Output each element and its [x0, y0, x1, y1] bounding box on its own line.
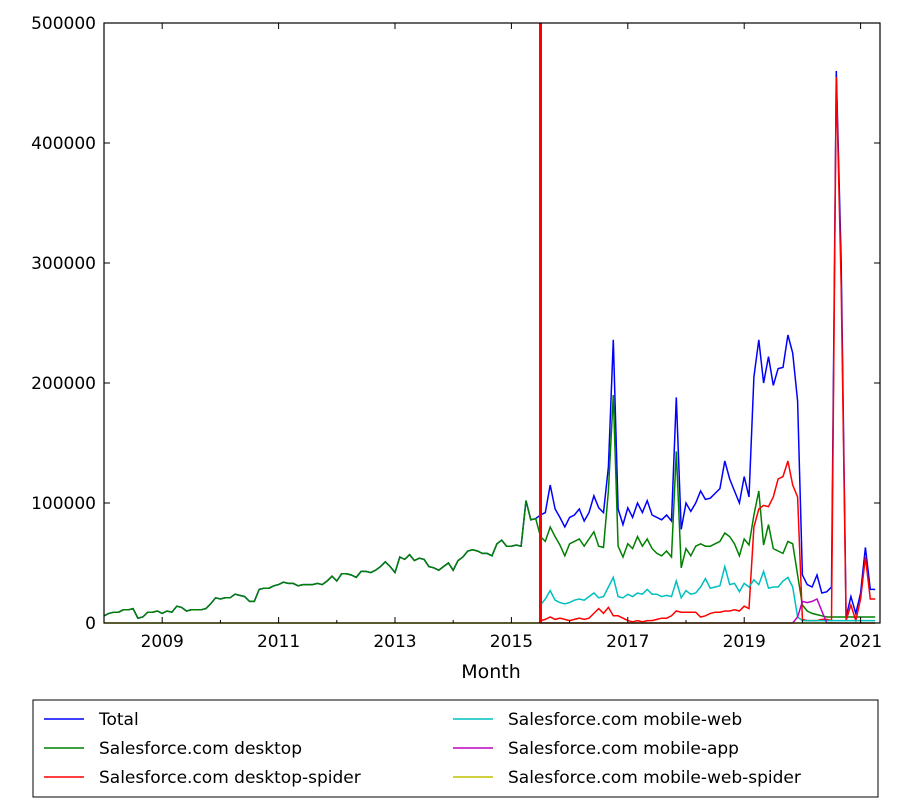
series-line-0 — [103, 70, 876, 620]
x-axis-label: Month — [461, 661, 521, 683]
legend-label-5: Salesforce.com mobile-web-spider — [508, 768, 801, 788]
series-line-4 — [540, 597, 876, 624]
legend-label-3: Salesforce.com mobile-web — [508, 710, 742, 730]
x-tick-label: 2015 — [490, 632, 533, 652]
y-tick-label: 400000 — [31, 134, 96, 154]
y-tick-label: 300000 — [31, 254, 96, 274]
legend-label-2: Salesforce.com desktop-spider — [99, 768, 361, 788]
legend-label-1: Salesforce.com desktop — [99, 739, 302, 759]
x-tick-label: 2017 — [606, 632, 649, 652]
x-tick-label: 2009 — [141, 632, 184, 652]
x-tick-label: 2011 — [257, 632, 300, 652]
y-tick-label: 200000 — [31, 374, 96, 394]
legend-label-4: Salesforce.com mobile-app — [508, 739, 739, 759]
axis-ticks: 2009 2011 2013 2015 2017 2019 2021 0 100000 20000… — [31, 14, 882, 652]
legend-label-0: Total — [98, 710, 139, 730]
y-tick-label: 500000 — [31, 14, 96, 34]
series-line-1 — [103, 394, 876, 620]
series-line-3 — [539, 563, 876, 622]
series-lines — [103, 70, 876, 624]
y-tick-label: 0 — [85, 614, 96, 634]
plot-frame — [103, 22, 881, 624]
series-line-2 — [540, 76, 876, 624]
x-tick-label: 2013 — [373, 632, 416, 652]
x-tick-label: 2021 — [839, 632, 882, 652]
x-tick-label: 2019 — [723, 632, 766, 652]
legend: Total Salesforce.com desktop Salesforce.co… — [32, 699, 879, 798]
y-tick-label: 100000 — [31, 494, 96, 514]
